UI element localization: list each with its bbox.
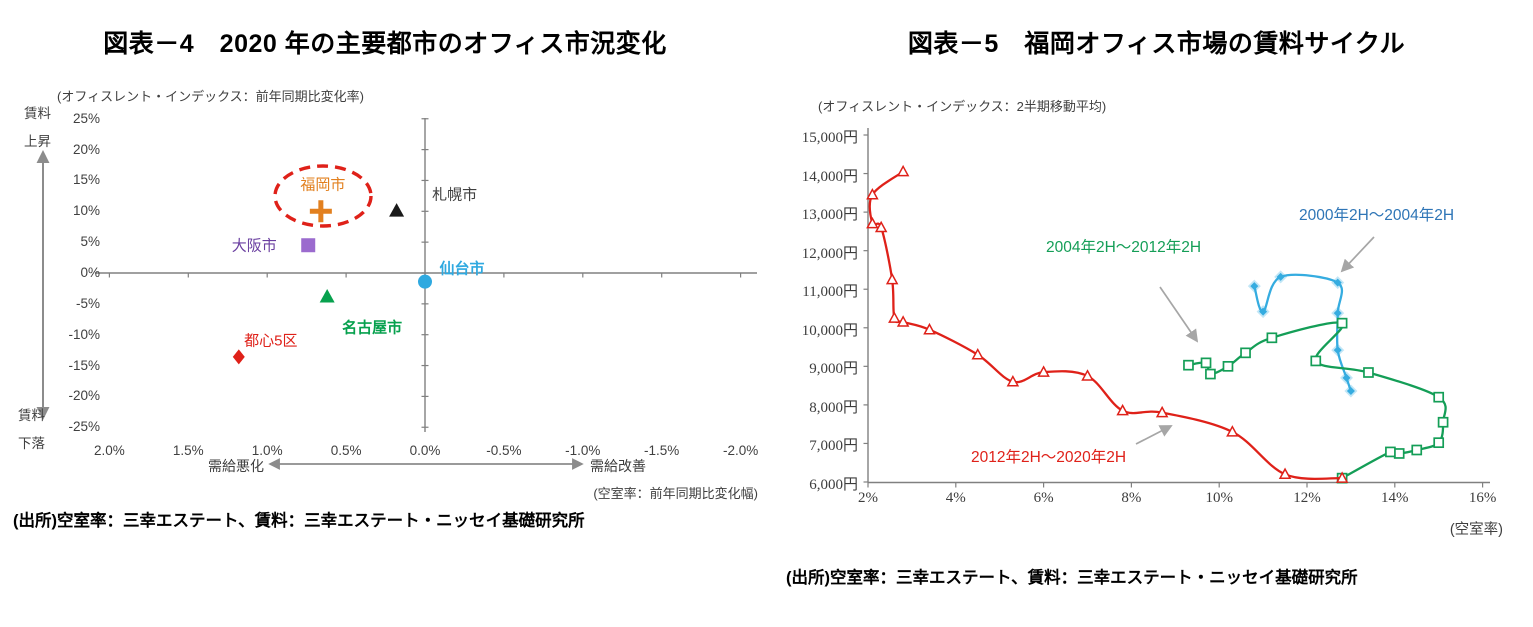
right-plot-axes (867, 128, 1490, 484)
series-line-2 (868, 170, 1344, 481)
left-x-tick-label-2: 1.0% (251, 443, 283, 458)
left-y-tick-label-2: 15% (72, 172, 100, 188)
right-x-tick-label-2: 6% (1033, 490, 1054, 506)
left-y-tick-label-5: 0% (80, 265, 100, 280)
left-x-tick-label-0: 2.0% (94, 443, 125, 458)
left-chart-source: (出所)空室率：三幸エステート、賃料：三幸エステート・ニッセイ基礎研究所 (13, 512, 585, 530)
cycle-annotation-0: 2000年2H～2004年2H (1299, 207, 1455, 224)
right-chart-source: (出所)空室率：三幸エステート、賃料：三幸エステート・ニッセイ基礎研究所 (786, 569, 1358, 587)
right-x-tick-label-0: 2% (858, 490, 878, 506)
left-y-tick-label-4: 5% (80, 234, 100, 250)
right-y-tick-label-2: 13,000円 (801, 207, 858, 224)
series-line-1 (1187, 321, 1447, 480)
right-x-tick-label-3: 8% (1121, 490, 1142, 506)
city-label-仙台市: 仙台市 (439, 260, 485, 278)
right-y-tick-label-7: 8,000円 (809, 399, 858, 416)
fukuoka-highlight-ellipse (273, 164, 373, 228)
left-rent-up-label-line1: 賃料 (24, 106, 51, 121)
right-y-tick-label-8: 7,000円 (809, 438, 858, 455)
right-y-tick-label-3: 12,000円 (801, 245, 858, 262)
right-y-tick-label-6: 9,000円 (809, 361, 858, 378)
city-label-名古屋市: 名古屋市 (342, 319, 403, 337)
left-rent-down-label-line1: 賃料 (18, 408, 45, 423)
cycle-annotation-2: 2012年2H～2020年2H (971, 449, 1127, 466)
left-y-tick-label-10: -25% (68, 419, 100, 435)
right-y-tick-label-5: 10,000円 (801, 322, 858, 339)
city-label-札幌市: 札幌市 (432, 186, 478, 204)
right-x-tick-label-4: 10% (1205, 490, 1233, 506)
right-y-tick-label-1: 14,000円 (801, 168, 858, 185)
right-y-tick-label-4: 11,000円 (802, 284, 858, 301)
right-chart-data-layer (863, 134, 1484, 488)
left-x-tick-label-8: -2.0% (722, 443, 759, 458)
left-demand-worsen-label: 需給悪化 (208, 458, 264, 474)
left-x-tick-label-1: 1.5% (172, 443, 204, 458)
right-x-tick-label-1: 4% (945, 490, 966, 506)
city-label-都心5区: 都心5区 (244, 332, 298, 350)
left-y-tick-label-6: -5% (75, 295, 100, 311)
left-x-tick-label-5: -0.5% (486, 443, 522, 458)
right-x-axis-label: (空室率) (1449, 522, 1503, 538)
left-y-tick-label-9: -20% (68, 388, 100, 404)
left-y-axis-note: (オフィスレント・インデックス：前年同期比変化率) (57, 89, 365, 104)
city-label-福岡市: 福岡市 (300, 176, 346, 194)
cycle-annotation-1: 2004年2H～2012年2H (1046, 239, 1202, 256)
left-y-tick-label-0: 25% (72, 110, 100, 126)
left-x-tick-label-6: -1.0% (565, 443, 601, 458)
right-chart-title: 図表－5 福岡オフィス市場の賃料サイクル (907, 30, 1406, 58)
right-y-tick-label-0: 15,000円 (801, 130, 858, 146)
left-chart-data-layer (108, 118, 742, 428)
left-y-tick-label-7: -10% (68, 326, 100, 342)
left-rent-down-label-line2: 下落 (18, 436, 45, 451)
right-x-tick-label-6: 14% (1381, 490, 1409, 506)
left-y-tick-label-3: 10% (72, 203, 100, 219)
left-demand-improve-label: 需給改善 (590, 458, 646, 474)
left-y-tick-label-8: -15% (68, 357, 100, 373)
left-rent-up-label-line2: 上昇 (24, 134, 51, 149)
right-x-tick-label-7: 16% (1468, 490, 1497, 506)
left-x-axis-note: (空室率：前年同期比変化幅) (593, 486, 758, 501)
right-y-tick-label-9: 6,000円 (809, 477, 858, 493)
left-x-tick-label-7: -1.5% (644, 443, 680, 458)
right-y-axis-note: (オフィスレント・インデックス：2半期移動平均) (818, 99, 1107, 114)
left-y-tick-label-1: 20% (72, 141, 100, 157)
left-chart-title: 図表－4 2020 年の主要都市のオフィス市況変化 (103, 30, 667, 58)
left-x-tick-label-3: 0.5% (330, 443, 362, 458)
left-x-tick-label-4: 0.0% (409, 443, 441, 458)
right-x-tick-label-5: 12% (1293, 490, 1321, 506)
city-label-大阪市: 大阪市 (231, 237, 277, 255)
